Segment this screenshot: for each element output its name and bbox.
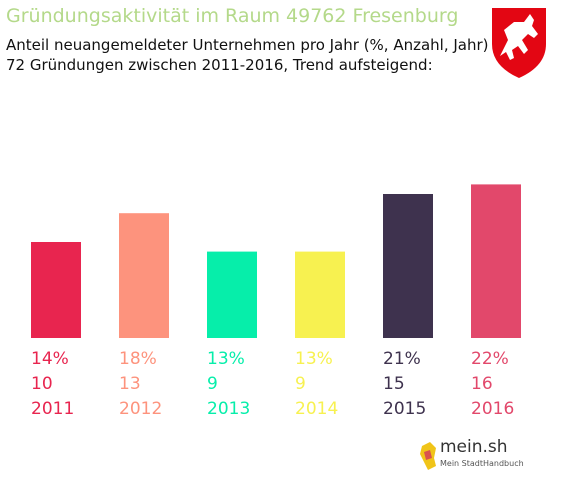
bar-2012 — [119, 213, 169, 338]
count-label-2012: 13 — [119, 374, 141, 394]
percent-label-2016: 22% — [471, 349, 509, 369]
bar-2011 — [31, 242, 81, 338]
mein-sh-logo — [414, 432, 526, 478]
percent-label-2014: 13% — [295, 349, 333, 369]
year-label-2011: 2011 — [31, 399, 74, 419]
percent-label-2013: 13% — [207, 349, 245, 369]
year-label-2014: 2014 — [295, 399, 338, 419]
bar-2013 — [207, 251, 257, 338]
count-label-2015: 15 — [383, 374, 405, 394]
count-label-2011: 10 — [31, 374, 53, 394]
percent-label-2011: 14% — [31, 349, 69, 369]
count-label-2014: 9 — [295, 374, 306, 394]
bar-2016 — [471, 184, 521, 338]
chart-subtitle: Anteil neuangemeldeter Unternehmen pro J… — [6, 36, 489, 54]
lower-saxony-horse-crest-icon — [492, 8, 546, 78]
year-label-2015: 2015 — [383, 399, 426, 419]
year-label-2013: 2013 — [207, 399, 250, 419]
logo-name: mein.sh — [440, 437, 508, 457]
percent-label-2015: 21% — [383, 349, 421, 369]
year-label-2012: 2012 — [119, 399, 162, 419]
bar-2014 — [295, 251, 345, 338]
count-label-2013: 9 — [207, 374, 218, 394]
count-label-2016: 16 — [471, 374, 493, 394]
chart-title: Gründungsaktivität im Raum 49762 Fresenb… — [6, 5, 459, 27]
percent-label-2012: 18% — [119, 349, 157, 369]
bar-2015 — [383, 194, 433, 338]
year-label-2016: 2016 — [471, 399, 514, 419]
chart-summary: 72 Gründungen zwischen 2011-2016, Trend … — [6, 56, 433, 74]
logo-tagline: Mein StadtHandbuch — [440, 459, 524, 468]
